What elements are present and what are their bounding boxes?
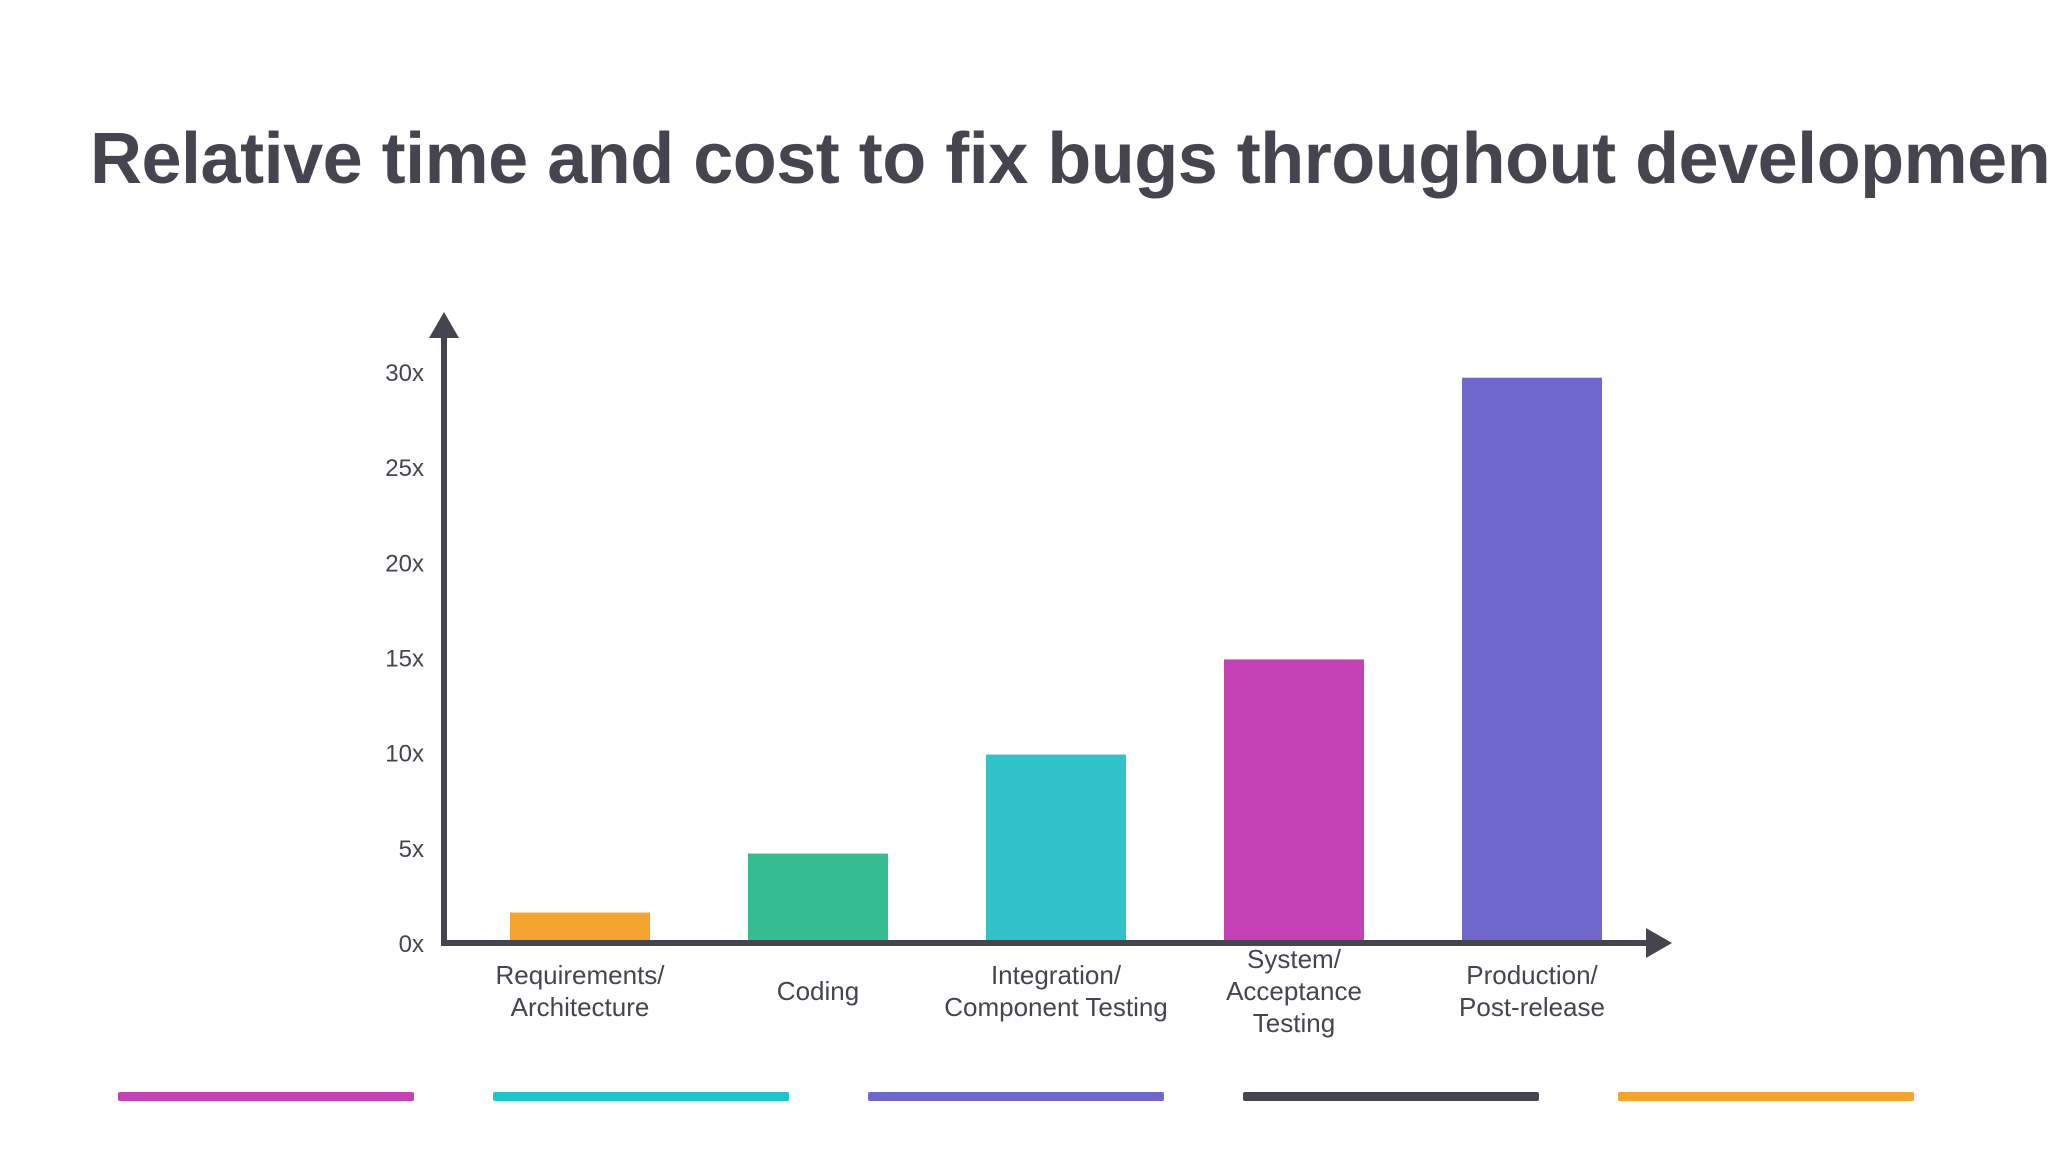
footer-stripe (1618, 1092, 1914, 1101)
bar-1 (748, 853, 888, 943)
y-tick-label: 25x (385, 455, 424, 482)
y-tick-label: 10x (385, 741, 424, 768)
y-tick-label: 15x (385, 646, 424, 673)
x-category-label: Requirements/Architecture (495, 960, 665, 1022)
footer-stripe (118, 1092, 414, 1101)
y-axis-arrow-icon (429, 312, 459, 338)
bar-3 (1224, 659, 1364, 943)
chart-title: Relative time and cost to fix bugs throu… (90, 119, 2048, 199)
x-axis-arrow-icon (1646, 928, 1672, 958)
bar-4 (1462, 377, 1602, 944)
y-tick-label: 0x (399, 931, 424, 958)
x-category-label: Coding (777, 976, 859, 1006)
footer-stripe (1243, 1092, 1539, 1101)
x-category-label: Integration/Component Testing (944, 960, 1168, 1022)
footer-stripe (868, 1092, 1164, 1101)
y-tick-label: 5x (399, 836, 424, 863)
y-tick-label: 30x (385, 360, 424, 387)
bar-0 (510, 912, 650, 943)
y-tick-label: 20x (385, 550, 424, 577)
x-category-label: System/Acceptance Testing (1226, 944, 1362, 1038)
x-category-label: Production/Post-release (1459, 960, 1605, 1022)
footer-stripe (493, 1092, 789, 1101)
bar-2 (986, 754, 1126, 943)
